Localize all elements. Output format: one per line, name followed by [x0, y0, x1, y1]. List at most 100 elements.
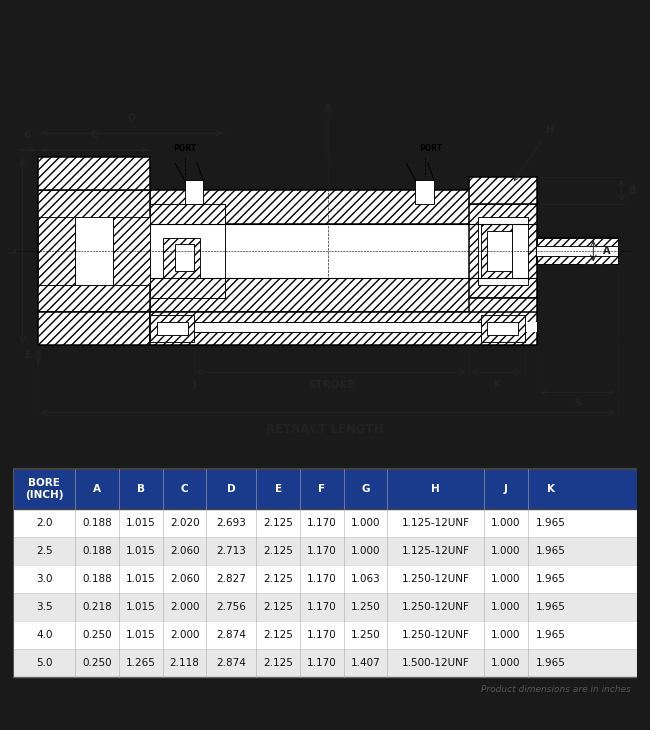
- Text: 1.965: 1.965: [536, 658, 566, 668]
- Text: 2.000: 2.000: [170, 630, 200, 640]
- Text: 0.188: 0.188: [83, 518, 112, 528]
- Text: 2.125: 2.125: [263, 658, 293, 668]
- Text: 1.965: 1.965: [536, 518, 566, 528]
- Text: 3.5: 3.5: [36, 602, 53, 612]
- Text: 3.0: 3.0: [36, 574, 53, 584]
- Text: A: A: [93, 484, 101, 493]
- Bar: [150, 204, 225, 224]
- Text: G: G: [361, 484, 370, 493]
- Bar: [38, 157, 150, 191]
- Text: C: C: [181, 484, 188, 493]
- Bar: [38, 218, 150, 285]
- Bar: [150, 191, 537, 224]
- Text: 2.000: 2.000: [170, 602, 200, 612]
- Text: 1.250: 1.250: [351, 630, 380, 640]
- Bar: [150, 278, 537, 312]
- Text: K: K: [493, 380, 500, 389]
- Text: B: B: [137, 484, 145, 493]
- Bar: [537, 256, 618, 264]
- Text: BORE
(INCH): BORE (INCH): [25, 478, 64, 499]
- Text: 2.756: 2.756: [216, 602, 246, 612]
- Text: 1.170: 1.170: [307, 630, 337, 640]
- Bar: [185, 180, 203, 204]
- Text: 1.015: 1.015: [126, 546, 156, 556]
- Text: B: B: [628, 185, 635, 196]
- Text: 1.965: 1.965: [536, 546, 566, 556]
- Bar: [478, 218, 528, 285]
- Text: 2.125: 2.125: [263, 518, 293, 528]
- Text: J: J: [192, 380, 196, 389]
- Text: 2.060: 2.060: [170, 574, 200, 584]
- Text: K: K: [547, 484, 555, 493]
- Text: G: G: [23, 131, 31, 140]
- Text: 2.874: 2.874: [216, 630, 246, 640]
- Text: 0.188: 0.188: [83, 546, 112, 556]
- Text: 1.015: 1.015: [126, 518, 156, 528]
- Text: 1.063: 1.063: [351, 574, 380, 584]
- Bar: [488, 322, 519, 335]
- Bar: [537, 237, 618, 245]
- Text: 2.827: 2.827: [216, 574, 246, 584]
- Text: 1.965: 1.965: [536, 630, 566, 640]
- Text: J: J: [504, 484, 508, 493]
- Bar: [150, 312, 537, 345]
- Text: 0.250: 0.250: [83, 630, 112, 640]
- Bar: [13, 469, 637, 509]
- Text: 1.125-12UNF: 1.125-12UNF: [402, 518, 470, 528]
- Bar: [150, 322, 537, 332]
- Bar: [469, 204, 537, 298]
- Text: F: F: [318, 484, 326, 493]
- Text: 1.000: 1.000: [491, 658, 521, 668]
- Text: 2.060: 2.060: [170, 546, 200, 556]
- Text: 1.170: 1.170: [307, 602, 337, 612]
- Bar: [469, 298, 537, 325]
- Bar: [537, 237, 618, 264]
- Bar: [38, 191, 150, 312]
- Text: L: L: [8, 248, 18, 254]
- Text: 1.250-12UNF: 1.250-12UNF: [402, 630, 470, 640]
- Text: 1.015: 1.015: [126, 574, 156, 584]
- Bar: [13, 620, 637, 649]
- Text: 1.125-12UNF: 1.125-12UNF: [402, 546, 470, 556]
- Bar: [150, 224, 537, 278]
- Text: A: A: [324, 104, 332, 115]
- Text: 1.170: 1.170: [307, 574, 337, 584]
- Text: 2.693: 2.693: [216, 518, 246, 528]
- Text: 0.218: 0.218: [83, 602, 112, 612]
- Text: 1.407: 1.407: [351, 658, 380, 668]
- Text: 5.0: 5.0: [36, 658, 53, 668]
- Text: S: S: [575, 399, 581, 408]
- Text: E: E: [24, 350, 31, 361]
- Text: 2.125: 2.125: [263, 602, 293, 612]
- Bar: [38, 218, 75, 285]
- Bar: [13, 593, 637, 620]
- Text: RETRACT LENGTH: RETRACT LENGTH: [266, 423, 384, 436]
- Text: 2.118: 2.118: [170, 658, 200, 668]
- Bar: [38, 312, 150, 345]
- Text: 1.965: 1.965: [536, 602, 566, 612]
- Text: 2.713: 2.713: [216, 546, 246, 556]
- Text: 1.000: 1.000: [491, 574, 521, 584]
- Text: PORT: PORT: [419, 145, 443, 153]
- Bar: [13, 537, 637, 565]
- Text: 1.250-12UNF: 1.250-12UNF: [402, 574, 470, 584]
- Bar: [415, 180, 434, 204]
- Text: 2.0: 2.0: [36, 518, 53, 528]
- Text: E: E: [275, 484, 281, 493]
- Text: 2.125: 2.125: [263, 546, 293, 556]
- Text: 2.125: 2.125: [263, 574, 293, 584]
- Text: 1.250-12UNF: 1.250-12UNF: [402, 602, 470, 612]
- Text: 1.170: 1.170: [307, 546, 337, 556]
- Text: 1.000: 1.000: [351, 518, 380, 528]
- Bar: [113, 218, 150, 285]
- Bar: [150, 315, 194, 342]
- Bar: [176, 245, 194, 272]
- Text: 2.5: 2.5: [36, 546, 53, 556]
- Text: 4.0: 4.0: [36, 630, 53, 640]
- Bar: [469, 177, 537, 204]
- Text: A: A: [603, 246, 610, 256]
- Text: 1.000: 1.000: [491, 630, 521, 640]
- Text: STROKE: STROKE: [308, 380, 354, 391]
- Text: 1.250: 1.250: [351, 602, 380, 612]
- Bar: [150, 278, 225, 298]
